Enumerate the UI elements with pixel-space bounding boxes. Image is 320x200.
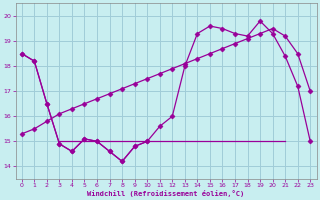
X-axis label: Windchill (Refroidissement éolien,°C): Windchill (Refroidissement éolien,°C) (87, 190, 245, 197)
